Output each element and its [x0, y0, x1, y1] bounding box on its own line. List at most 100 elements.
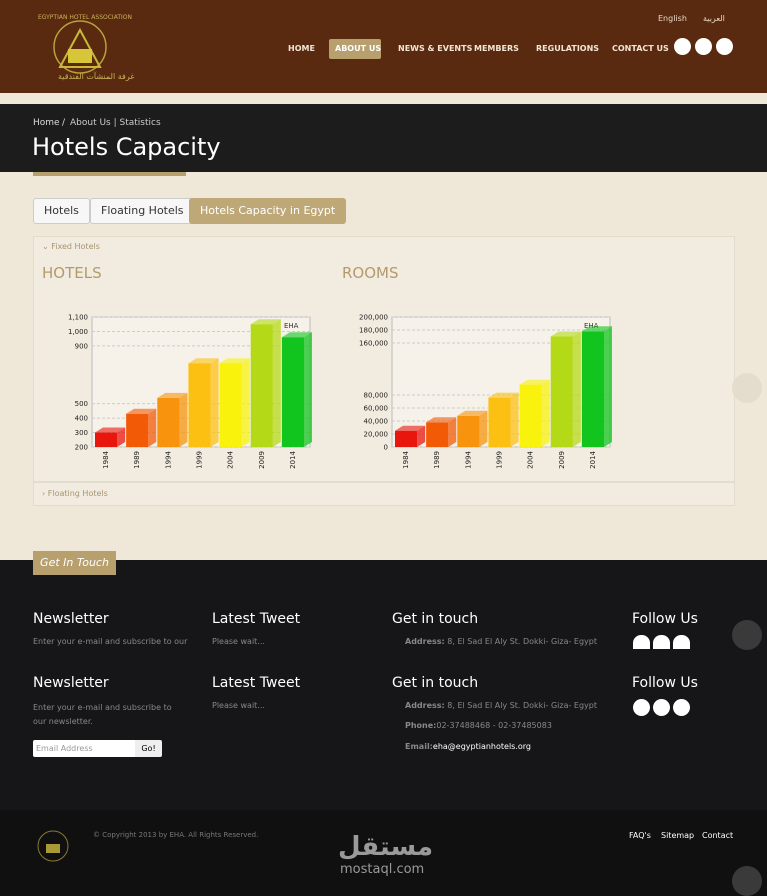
annotation: EHA: [584, 322, 599, 330]
tab[interactable]: Hotels Capacity in Egypt: [189, 198, 347, 224]
logo-arabic: غرفة المنشآت الفندقية: [58, 72, 135, 81]
nav-item[interactable]: REGULATIONS: [536, 44, 600, 53]
logo[interactable]: [35, 15, 125, 85]
chart: 0 20,000 40,000 60,000 80,000 160,000 180,000 2…: [359, 314, 612, 469]
bar-side: [241, 358, 250, 447]
x-tick-label: 1984: [402, 450, 410, 468]
button[interactable]: Go!: [135, 740, 162, 757]
tab[interactable]: Floating Hotels: [90, 198, 195, 224]
x-tick-label: 2014: [589, 450, 597, 468]
breadcrumb[interactable]: Home: [33, 118, 60, 128]
x-tick-label: 1999: [196, 451, 204, 469]
tab[interactable]: Hotels: [33, 198, 90, 224]
bar-top: [581, 326, 612, 332]
x-tick-label: 2004: [527, 450, 535, 468]
x-tick-label: 2009: [258, 451, 266, 469]
bar-side: [210, 358, 219, 447]
email-input[interactable]: Email Address: [33, 740, 136, 757]
bar-side: [179, 392, 188, 447]
x-tick-label: 1984: [102, 450, 110, 468]
accordion-title[interactable]: Floating Hotels: [47, 489, 108, 498]
lang[interactable]: English: [658, 14, 687, 23]
nav-item[interactable]: ABOUT US: [335, 44, 382, 53]
lang[interactable]: العربية: [703, 14, 725, 23]
bar: [219, 363, 242, 447]
social-icon[interactable]: [695, 38, 712, 55]
breadcrumb: About Us | Statistics: [70, 118, 161, 128]
chart: 200 300 400 500 900 1,000 1,100 EHA 1984 1989 1994…: [68, 314, 312, 469]
nav-item[interactable]: NEWS & EVENTS: [398, 44, 473, 53]
bar-top: [488, 392, 519, 398]
y-tick-label: 180,000: [359, 327, 388, 335]
footer-logo: [37, 830, 69, 862]
heading: Latest Tweet: [212, 675, 301, 691]
social-icon[interactable]: [674, 38, 691, 55]
bar: [488, 397, 511, 447]
bar-side: [417, 425, 426, 447]
nav-item[interactable]: MEMBERS: [474, 44, 519, 53]
footer-link[interactable]: FAQ's: [629, 831, 651, 840]
bar: [519, 384, 542, 447]
bar-side: [117, 427, 126, 447]
chart-title: ROOMS: [342, 264, 399, 282]
label: Address:: [405, 637, 445, 646]
x-tick-label: 2014: [289, 450, 297, 468]
link[interactable]: eha@egyptianhotels.org: [432, 742, 532, 751]
bar-side: [541, 379, 550, 447]
bar: [281, 337, 304, 447]
label: Phone:: [405, 721, 437, 730]
nav-item[interactable]: CONTACT US: [612, 44, 669, 53]
x-tick-label: 1989: [133, 451, 141, 469]
header: [0, 0, 767, 93]
bar-top: [281, 332, 312, 338]
y-tick-label: 300: [75, 429, 88, 437]
bar: [457, 415, 480, 447]
x-tick-label: 2009: [558, 451, 566, 469]
bar-side: [510, 392, 519, 447]
bar-top: [157, 392, 188, 398]
bar: [157, 397, 180, 447]
accordion-header[interactable]: › Floating Hotels: [42, 489, 108, 498]
y-tick-label: 80,000: [364, 392, 389, 400]
bar: [95, 432, 118, 447]
footer-link[interactable]: Sitemap: [661, 831, 695, 840]
text: 8, El Sad El Aly St. Dokki- Giza- Egypt: [447, 701, 597, 710]
heading: Get in touch: [392, 675, 479, 691]
social-icon[interactable]: [633, 699, 650, 716]
bar: [426, 422, 449, 447]
title-bar: [0, 104, 767, 172]
accordion-header[interactable]: ⌄ Fixed Hotels: [42, 242, 100, 251]
y-tick-label: 40,000: [364, 418, 389, 426]
bottom-bar: [0, 810, 767, 896]
y-tick-label: 20,000: [364, 431, 389, 439]
y-tick-label: 160,000: [359, 340, 388, 348]
footer-link[interactable]: Contact: [702, 831, 734, 840]
y-tick-label: 200,000: [359, 314, 388, 322]
bar-top: [426, 417, 457, 423]
y-tick-label: 0: [384, 444, 388, 452]
heading: Latest Tweet: [212, 611, 301, 627]
bar-top: [95, 427, 126, 433]
bar-top: [188, 358, 219, 364]
y-tick-label: 1,000: [68, 328, 88, 336]
bar-side: [479, 410, 488, 447]
y-tick-label: 1,100: [68, 314, 88, 322]
social-icon[interactable]: [653, 699, 670, 716]
bar-side: [604, 326, 612, 447]
bar-side: [448, 417, 457, 447]
social-icon[interactable]: [673, 699, 690, 716]
x-tick-label: 2004: [227, 450, 235, 468]
bar-top: [457, 410, 488, 416]
heading: Newsletter: [33, 611, 109, 627]
footer-tab: Get In Touch: [33, 551, 116, 575]
accordion-title[interactable]: Fixed Hotels: [51, 242, 100, 251]
text: Enter your e-mail and subscribe to our: [33, 637, 188, 646]
y-tick-label: 900: [75, 342, 88, 350]
label: Email:: [405, 742, 433, 751]
text: Please wait...: [212, 701, 265, 710]
text: Please wait...: [212, 637, 265, 646]
social-icon[interactable]: [716, 38, 733, 55]
chart-title: HOTELS: [42, 264, 102, 282]
nav-item[interactable]: HOME: [288, 44, 315, 53]
